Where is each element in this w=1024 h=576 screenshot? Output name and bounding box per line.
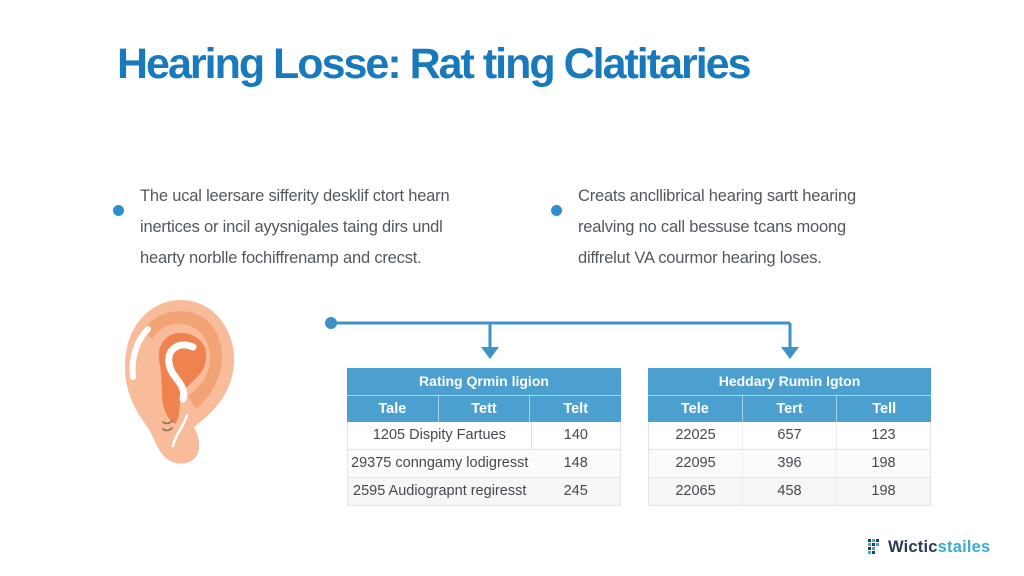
brand-name: Wicticstailes <box>888 538 990 557</box>
table-cell: 22095 <box>675 455 716 471</box>
row-value: 148 <box>563 455 588 471</box>
ear-illustration-icon <box>124 300 235 464</box>
brand-watermark: Wicticstailes <box>868 538 990 557</box>
bullet-text-2: Creats ancllibrical hearing sartt hearin… <box>578 181 856 274</box>
table-row: 22025 657 123 <box>649 422 930 449</box>
table-cell: 22065 <box>675 483 716 499</box>
row-value: 140 <box>530 422 620 449</box>
table-row: 22065 458 198 <box>649 477 930 505</box>
table-cell: 657 <box>742 422 836 449</box>
table-body: 22025 657 123 22095 396 198 22065 458 19… <box>648 422 931 506</box>
table-rating-criteria: Rating Qrmin ligion Tale Tett Telt 1205 … <box>347 368 621 506</box>
row-label: 1205 Dispity Fartues <box>372 427 506 443</box>
bullet-item-2: Creats ancllibrical hearing sartt hearin… <box>551 181 856 274</box>
bullet-text-1: The ucal leersare sifferity desklif ctor… <box>140 181 450 274</box>
table-cell: 22025 <box>675 427 716 443</box>
column-header: Tell <box>836 396 931 422</box>
table-cell: 198 <box>836 478 930 505</box>
column-header: Telt <box>529 396 621 422</box>
bullet-2-line-1: Creats ancllibrical hearing sartt hearin… <box>578 187 856 205</box>
table-title: Rating Qrmin ligion <box>347 368 621 396</box>
row-label: 2595 Audiograpnt regiresst <box>353 483 527 499</box>
pixel-flag-icon <box>868 539 879 554</box>
page-title: Hearing Losse: Rat ting Clatitaries <box>117 40 751 88</box>
table-header-row: Tele Tert Tell <box>648 396 931 422</box>
row-value: 245 <box>563 483 588 499</box>
table-cell: 198 <box>836 450 930 477</box>
table-header-row: Tale Tett Telt <box>347 396 621 422</box>
table-body: 1205 Dispity Fartues 140 29375 conngamy … <box>347 422 621 506</box>
table-cell: 458 <box>742 478 836 505</box>
bullet-2-line-3: diffrelut VA courmor hearing loses. <box>578 249 822 267</box>
table-title: Heddary Rumin Igton <box>648 368 931 396</box>
bullet-1-line-2: inertices or incil ayysnigales taing dir… <box>140 218 443 236</box>
table-cell: 396 <box>742 450 836 477</box>
bullet-dot-icon <box>113 205 124 216</box>
column-header: Tele <box>680 401 709 417</box>
table-row: 29375 conngamy lodigresst 148 <box>348 449 620 477</box>
table-row: 22095 396 198 <box>649 449 930 477</box>
table-cell: 123 <box>836 422 930 449</box>
table-secondary-criteria: Heddary Rumin Igton Tele Tert Tell 22025… <box>648 368 931 506</box>
row-label: 29375 conngamy lodigresst <box>351 455 529 471</box>
brand-name-secondary: stailes <box>937 538 991 556</box>
brand-name-primary: Wictic <box>888 538 938 556</box>
column-header: Tert <box>741 396 837 422</box>
bullet-item-1: The ucal leersare sifferity desklif ctor… <box>113 181 450 274</box>
bullet-1-line-1: The ucal leersare sifferity desklif ctor… <box>140 187 450 205</box>
bullet-dot-icon <box>551 205 562 216</box>
table-row: 2595 Audiograpnt regiresst 245 <box>348 477 620 505</box>
table-row: 1205 Dispity Fartues 140 <box>348 422 620 449</box>
column-header: Tett <box>437 396 530 422</box>
bullet-2-line-2: realving no call bessuse tcans moong <box>578 218 846 236</box>
bullet-1-line-3: hearty norblle fochiffrenamp and crecst. <box>140 249 422 267</box>
column-header: Tale <box>378 401 407 417</box>
